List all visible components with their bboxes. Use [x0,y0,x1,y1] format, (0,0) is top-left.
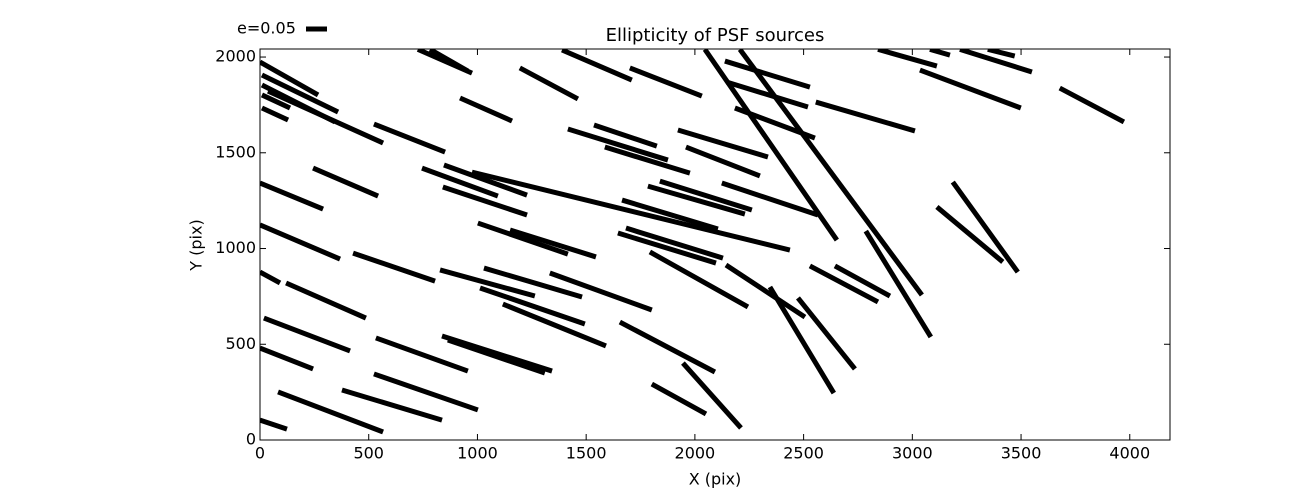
ellipticity-stick [518,65,580,102]
ellipticity-stick [987,49,1016,59]
ellipticity-stick [260,180,325,212]
ellipticity-stick [509,227,597,260]
ellipticity-stick [685,144,761,179]
ellipticity-stick [263,315,351,354]
ellipticity-stick [724,58,811,90]
ellipticity-stick [260,345,314,372]
ellipticity-stick [808,263,880,305]
ellipticity-stick [285,280,367,321]
ellipticity-stick [726,79,809,110]
ellipticity-stick [567,126,669,163]
ellipticity-stick [459,95,514,124]
ellipticity-stick [737,49,924,297]
ellipticity-stick [621,197,719,232]
ellipticity-stick [260,105,290,123]
ellipticity-stick [628,65,703,99]
ellipticity-stick [260,222,341,262]
ellipticity-stick [549,270,653,313]
ellipticity-stick [260,59,320,98]
ellipticity-stick [561,49,633,83]
ellipticity-stick [352,250,436,284]
x-tick-label: 2500 [783,444,824,463]
plot-frame [259,48,1171,441]
ellipticity-stick [950,180,1020,274]
ellipticity-stick [935,205,1005,264]
ellipticity-stick [501,301,607,349]
ellipticity-stick [681,361,743,430]
ellipticity-stick [767,285,836,395]
ellipticity-stick [260,92,292,111]
ellipticity-stick [648,249,750,310]
x-tick-label: 1000 [457,444,498,463]
ellipticity-stick [724,262,807,320]
ellipticity-stick [618,319,717,375]
ellipticity-stick [260,72,340,115]
ellipticity-stick [702,49,839,242]
ellipticity-stick [721,180,819,218]
ellipticity-stick [447,337,546,376]
ellipticity-stick [604,144,691,176]
ellipticity-stick [443,162,528,198]
ellipticity-stick [267,88,385,146]
ellipticity-stick [863,229,933,339]
x-tick-label: 2000 [675,444,716,463]
ellipticity-stick [833,263,892,299]
chart-title: Ellipticity of PSF sources [606,25,825,46]
ellipticity-stick [260,417,288,432]
y-axis-label: Y (pix) [187,219,206,271]
legend-label: e=0.05 [237,19,296,38]
ellipticity-stick [919,67,1022,111]
x-tick-label: 0 [255,444,265,463]
x-tick-label: 3500 [1001,444,1042,463]
ellipticity-stick [617,230,717,266]
ellipticity-stick [929,49,951,58]
ellipticity-stick [260,269,282,286]
y-tick-label: 0 [246,430,256,449]
ellipticity-stick [373,121,446,155]
ellipticity-stick [428,49,470,74]
ellipticity-stick [439,267,536,299]
ellipticity-stick [796,296,857,371]
y-tick-label: 500 [225,334,256,353]
ellipticity-stick [277,389,384,435]
x-tick-label: 4000 [1109,444,1150,463]
ellipticity-stick [483,265,583,300]
ellipticity-stick [373,371,479,413]
ellipticity-stick [593,122,658,149]
x-tick-label: 500 [353,444,384,463]
x-tick-label: 1500 [566,444,607,463]
ellipticity-stick [471,169,791,253]
ellipticity-stick [312,165,380,199]
ellipticity-stick [442,184,528,218]
ellipticity-stick [341,387,443,423]
ellipticity-stick [421,165,499,199]
ellipticity-stick [1058,85,1126,125]
ellipticity-stick [959,49,1033,75]
ellipticity-stick [650,381,708,417]
y-tick-label: 2000 [215,47,256,66]
ellipticity-stick [647,183,746,217]
x-axis-label: X (pix) [689,470,742,489]
ellipticity-stick [877,49,938,69]
ellipticity-stick [677,127,769,160]
y-tick-label: 1000 [215,238,256,257]
y-tick-label: 1500 [215,142,256,161]
ellipticity-stick [815,99,916,134]
x-tick-label: 3000 [892,444,933,463]
ellipticity-stick [477,220,569,257]
ellipticity-stick [479,285,586,327]
ellipticity-stick [375,335,469,374]
ellipticity-stick [659,178,753,213]
ellipticity-stick [625,225,724,261]
